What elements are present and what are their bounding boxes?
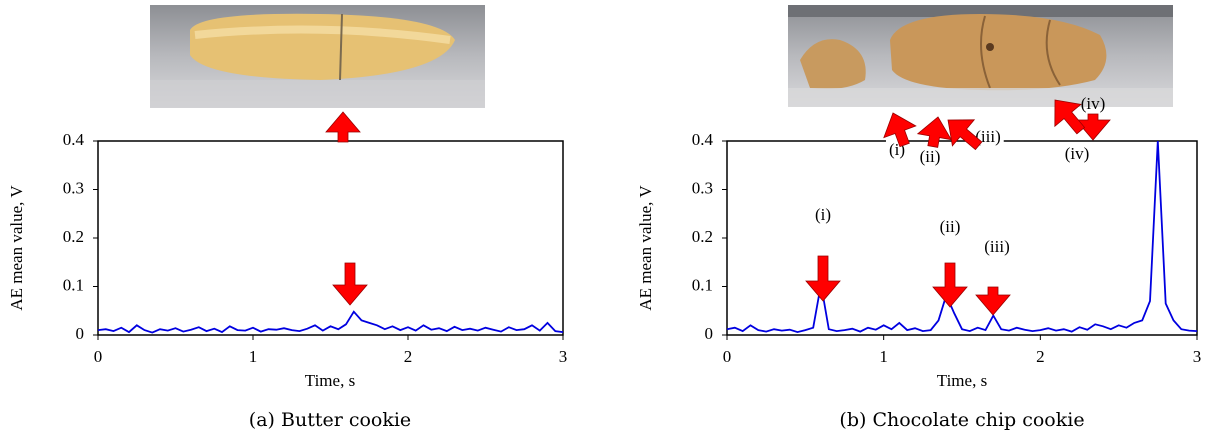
annotation: (iv) [1081, 94, 1106, 113]
red-arrow [877, 107, 921, 151]
annotation: (ii) [940, 217, 961, 236]
y-tick-label: 0.4 [63, 130, 85, 149]
y-axis-title: AE mean value, V [7, 185, 26, 311]
y-axis-title: AE mean value, V [636, 185, 655, 311]
photo-label: (iv) [1065, 144, 1090, 163]
page: {"chart_data": [ {"type": "line", "capti… [0, 0, 1207, 446]
caption: (a) Butter cookie [249, 409, 411, 431]
x-tick-label: 1 [249, 347, 258, 366]
annotation: (iii) [984, 237, 1010, 256]
photo-label: (ii) [920, 147, 941, 166]
red-arrow [933, 263, 967, 307]
y-tick-label: 0.1 [63, 275, 84, 294]
y-tick-label: 0.3 [692, 178, 713, 197]
x-tick-label: 1 [879, 347, 888, 366]
x-tick-label: 0 [723, 347, 732, 366]
red-arrow [333, 263, 367, 305]
x-tick-label: 2 [404, 347, 413, 366]
x-tick-label: 2 [1036, 347, 1045, 366]
data-line [727, 141, 1197, 332]
x-axis-title: Time, s [937, 371, 987, 390]
y-tick-label: 0.3 [63, 178, 84, 197]
x-axis-title: Time, s [305, 371, 355, 390]
x-tick-label: 3 [1193, 347, 1202, 366]
y-tick-label: 0.4 [692, 130, 714, 149]
y-tick-label: 0.2 [692, 227, 713, 246]
y-tick-label: 0.2 [63, 227, 84, 246]
annotation: (i) [815, 205, 831, 224]
x-tick-label: 0 [94, 347, 103, 366]
y-tick-label: 0 [705, 324, 714, 343]
red-arrow [326, 112, 360, 142]
red-arrow [976, 287, 1010, 315]
plot-frame [727, 141, 1197, 335]
y-tick-label: 0.1 [692, 275, 713, 294]
photo-butter [150, 5, 485, 108]
figure: 0 0.1 0.2 0.3 0.4 0 1 2 3 Time, s AE mean value, V… [0, 0, 1207, 446]
y-tick-label: 0 [76, 324, 85, 343]
photo-chocolate-chip [788, 5, 1173, 107]
red-arrow [806, 256, 840, 301]
data-line [98, 312, 563, 333]
red-arrow [916, 114, 955, 149]
plot-frame [98, 141, 563, 335]
x-tick-label: 3 [559, 347, 568, 366]
caption: (b) Chocolate chip cookie [839, 409, 1084, 431]
